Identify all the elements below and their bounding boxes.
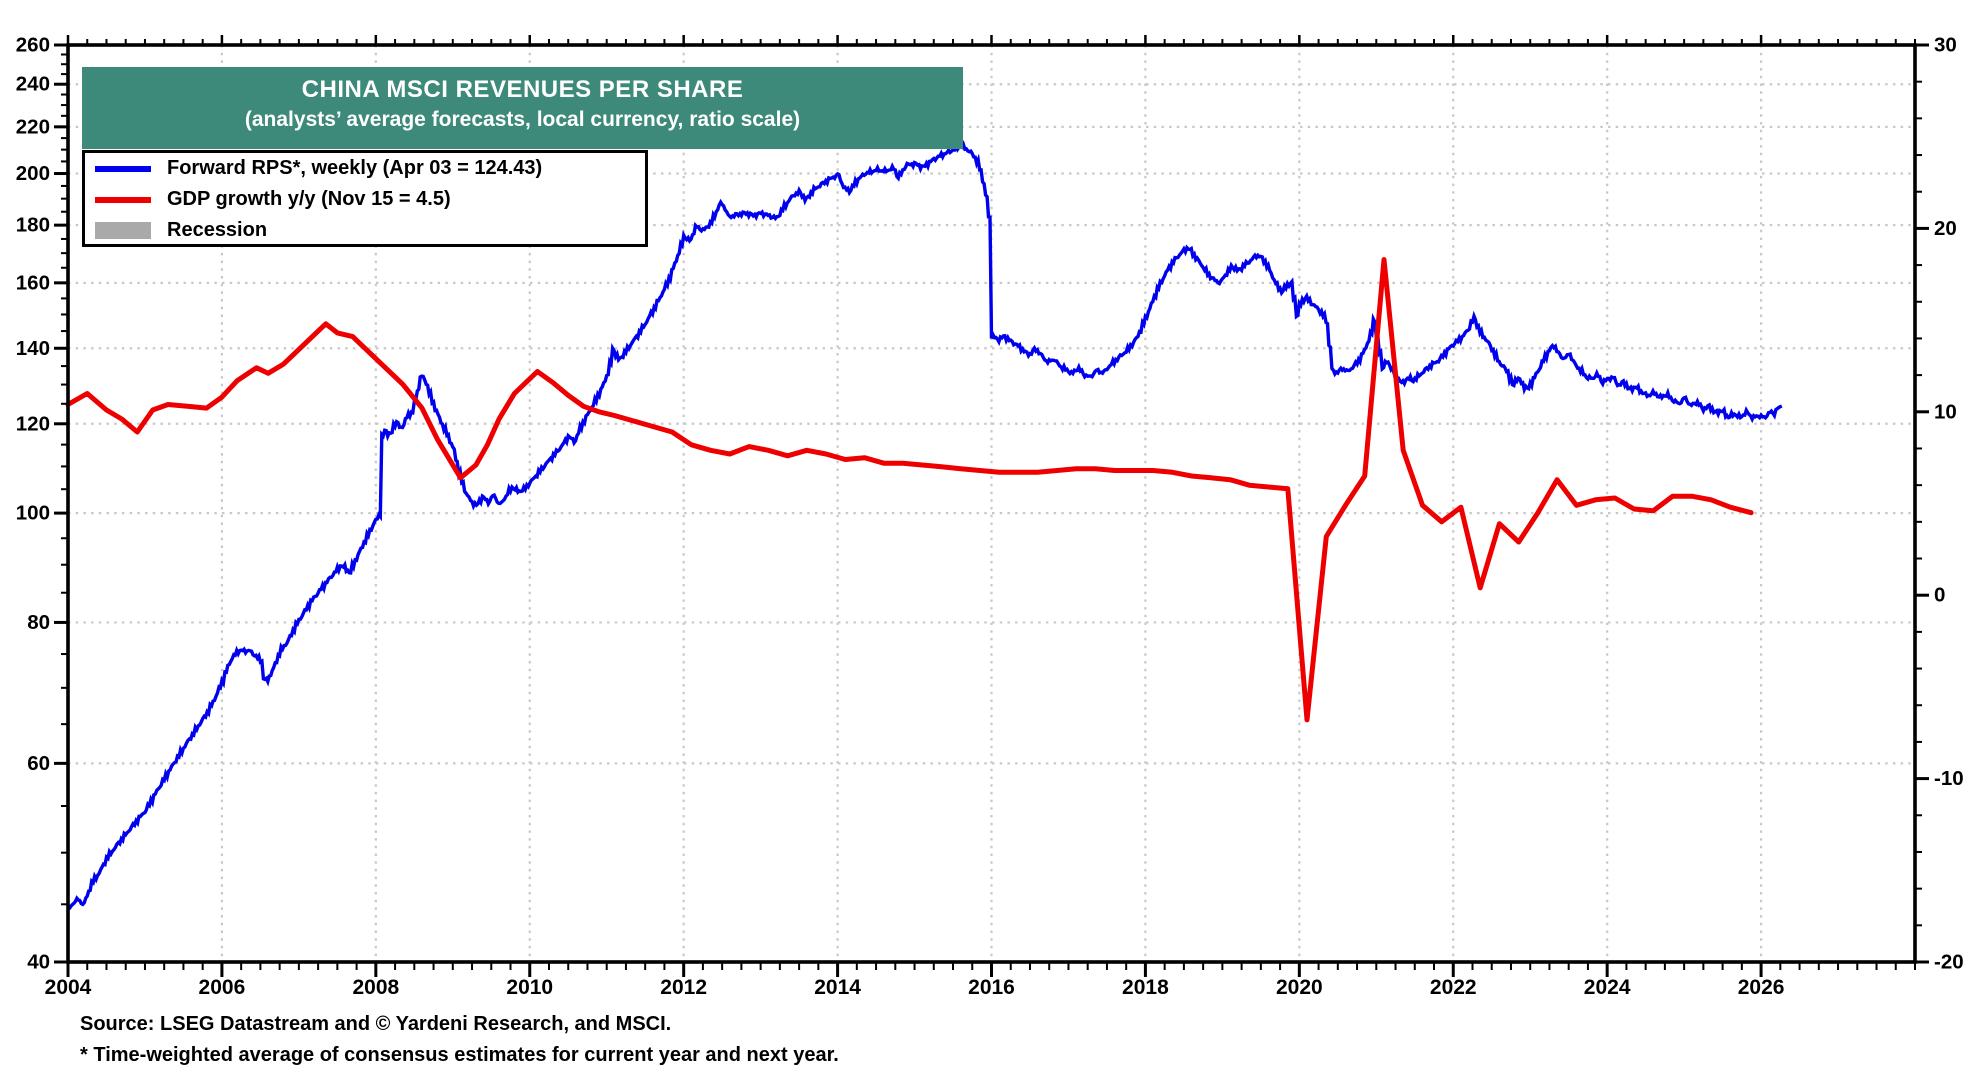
- x-axis-year-label: 2016: [968, 976, 1015, 999]
- x-axis-year-label: 2010: [506, 976, 553, 999]
- left-axis-label: 80: [27, 611, 50, 634]
- x-axis-year-label: 2020: [1276, 976, 1323, 999]
- chart-subtitle: (analysts’ average forecasts, local curr…: [244, 108, 801, 131]
- right-axis-label: 10: [1934, 400, 1957, 423]
- chart-title: CHINA MSCI REVENUES PER SHARE: [301, 76, 744, 103]
- left-axis-label: 180: [16, 214, 50, 237]
- chart-title-box: CHINA MSCI REVENUES PER SHARE (analysts’…: [82, 67, 963, 149]
- left-axis-label: 60: [27, 752, 50, 775]
- left-axis-label: 200: [16, 162, 50, 185]
- legend-label-gdp-growth: GDP growth y/y (Nov 15 = 4.5): [167, 188, 451, 210]
- legend-label-forward-rps: Forward RPS*, weekly (Apr 03 = 124.43): [167, 157, 543, 179]
- gdp-line-swatch-icon: [95, 196, 151, 203]
- legend-item-forward-rps: Forward RPS*, weekly (Apr 03 = 124.43): [85, 153, 645, 184]
- x-axis-year-label: 2022: [1430, 976, 1477, 999]
- right-axis-label: 30: [1934, 34, 1957, 57]
- left-axis-label: 100: [16, 502, 50, 525]
- forward-rps-line: [66, 140, 1783, 911]
- right-axis-label: -10: [1934, 767, 1964, 790]
- left-axis-label: 140: [16, 337, 50, 360]
- x-axis-year-label: 2012: [660, 976, 707, 999]
- source-text: Source: LSEG Datastream and © Yardeni Re…: [80, 1013, 672, 1035]
- x-axis-year-label: 2024: [1584, 976, 1631, 999]
- x-axis-year-label: 2026: [1738, 976, 1785, 999]
- recession-swatch-icon: [95, 222, 151, 239]
- left-axis-label: 40: [27, 951, 50, 974]
- legend: Forward RPS*, weekly (Apr 03 = 124.43) G…: [82, 150, 648, 247]
- left-axis-label: 160: [16, 271, 50, 294]
- x-axis-year-label: 2018: [1122, 976, 1169, 999]
- right-axis-label: 20: [1934, 217, 1957, 240]
- chart-footer: Source: LSEG Datastream and © Yardeni Re…: [80, 1009, 839, 1071]
- left-axis-label: 220: [16, 115, 50, 138]
- legend-item-gdp-growth: GDP growth y/y (Nov 15 = 4.5): [85, 184, 645, 215]
- x-axis-year-label: 2008: [352, 976, 399, 999]
- right-axis-label: 0: [1934, 584, 1945, 607]
- left-axis-label: 240: [16, 73, 50, 96]
- legend-label-recession: Recession: [167, 219, 268, 241]
- x-axis-year-label: 2004: [45, 976, 92, 999]
- footnote-text: * Time-weighted average of consensus est…: [80, 1044, 839, 1066]
- left-axis-label: 260: [16, 34, 50, 57]
- gdp-growth-line: [65, 257, 1754, 723]
- x-axis-year-label: 2014: [814, 976, 861, 999]
- legend-item-recession: Recession: [85, 215, 645, 246]
- right-axis-label: -20: [1934, 951, 1964, 974]
- left-axis-label: 120: [16, 412, 50, 435]
- rps-line-swatch-icon: [95, 165, 151, 172]
- x-axis-year-label: 2006: [199, 976, 246, 999]
